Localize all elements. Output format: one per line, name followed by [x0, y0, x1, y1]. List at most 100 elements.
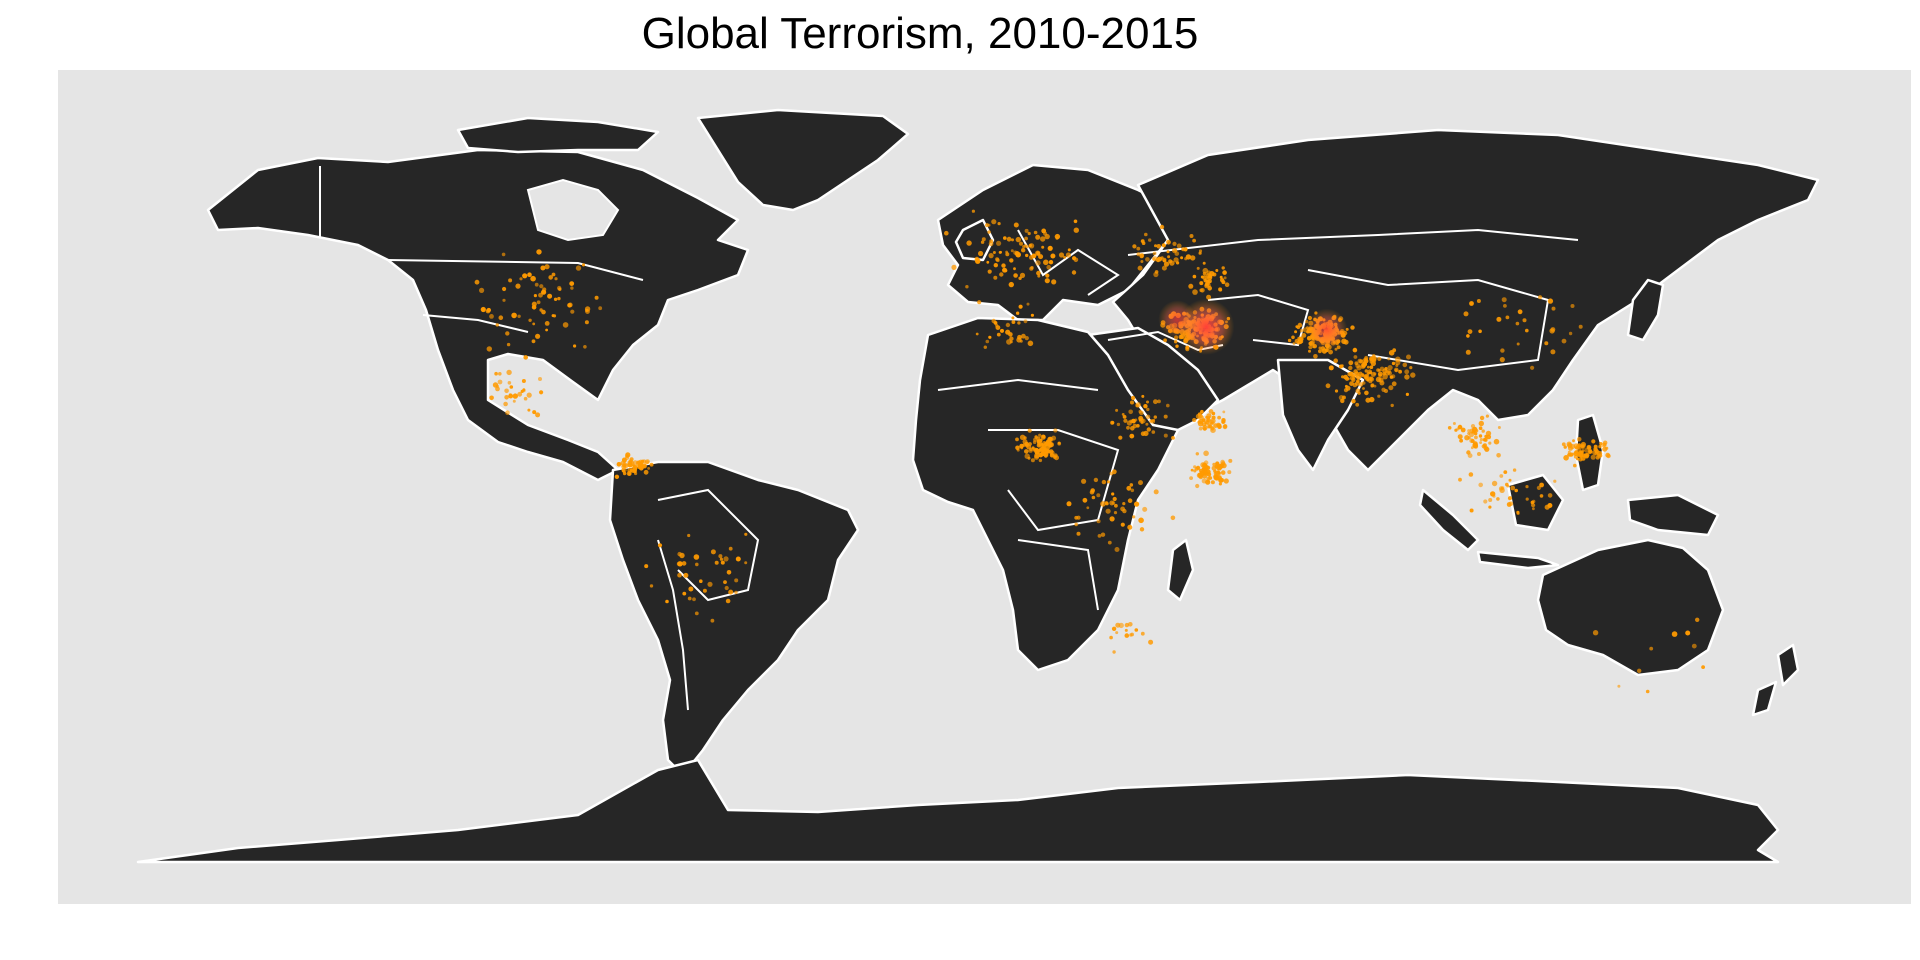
event-point	[1019, 272, 1026, 278]
border-europe	[1017, 229, 1120, 296]
event-point	[1044, 278, 1050, 284]
event-point	[665, 599, 669, 604]
event-point	[585, 308, 589, 312]
chart-title: Global Terrorism, 2010-2015	[641, 9, 1199, 58]
event-point	[1228, 458, 1233, 463]
event-point	[1030, 458, 1035, 463]
event-point	[567, 303, 572, 308]
event-point	[505, 331, 510, 336]
event-point	[501, 252, 506, 257]
event-point	[1176, 243, 1182, 249]
event-point	[1381, 387, 1386, 392]
event-point	[1115, 408, 1119, 412]
event-point	[506, 342, 511, 347]
event-point	[553, 297, 558, 301]
event-point	[1153, 399, 1158, 405]
event-point	[492, 382, 499, 388]
event-point	[532, 322, 536, 326]
event-point	[694, 611, 699, 616]
event-point	[1132, 244, 1137, 249]
event-point	[1410, 372, 1416, 378]
event-point	[1153, 489, 1159, 495]
event-point	[966, 240, 972, 246]
event-point	[1189, 476, 1193, 480]
event-point	[536, 300, 541, 305]
event-point	[1161, 265, 1167, 271]
event-point	[1572, 439, 1575, 443]
event-point	[971, 209, 976, 213]
event-point	[1127, 524, 1133, 530]
event-point	[533, 294, 537, 298]
event-point	[1468, 472, 1474, 477]
event-point	[1569, 452, 1574, 457]
event-point	[1207, 479, 1210, 483]
event-point	[1292, 342, 1296, 345]
event-point	[1387, 357, 1391, 361]
event-point	[1202, 261, 1206, 265]
event-point	[570, 286, 574, 290]
event-point	[512, 399, 516, 403]
event-point	[1496, 316, 1502, 322]
event-point	[1156, 244, 1161, 249]
event-point	[1034, 453, 1040, 459]
event-point	[1041, 443, 1046, 449]
event-point	[1011, 238, 1014, 242]
event-point	[1139, 527, 1145, 532]
event-point	[1192, 274, 1197, 279]
event-point	[1213, 472, 1217, 475]
event-point	[1111, 626, 1117, 631]
event-point	[1141, 394, 1145, 398]
event-point	[988, 241, 994, 247]
event-point	[1041, 452, 1045, 457]
event-point	[1048, 260, 1054, 265]
event-point	[495, 386, 500, 392]
event-point	[993, 263, 998, 268]
event-point	[1477, 452, 1481, 456]
event-point	[1175, 344, 1179, 348]
event-point	[1196, 266, 1200, 270]
event-point	[1592, 450, 1598, 456]
event-point	[1467, 329, 1473, 334]
event-point	[1190, 468, 1194, 472]
event-point	[583, 345, 587, 349]
event-point	[584, 320, 589, 325]
event-point	[1222, 410, 1226, 414]
event-point	[1577, 447, 1582, 452]
event-point	[1369, 365, 1374, 370]
event-point	[598, 306, 603, 311]
event-point	[1605, 446, 1609, 450]
event-point	[1146, 407, 1150, 412]
event-point	[494, 371, 498, 376]
event-point	[1051, 279, 1057, 285]
event-point	[677, 551, 682, 557]
event-point	[1038, 442, 1043, 446]
event-point	[512, 393, 518, 399]
land-north-america	[206, 148, 750, 482]
event-point	[1058, 252, 1065, 258]
event-point	[523, 396, 528, 401]
event-point	[1532, 499, 1536, 504]
event-point	[1005, 322, 1011, 328]
event-point	[520, 389, 524, 393]
event-point	[1172, 241, 1177, 246]
event-point	[1340, 398, 1345, 404]
event-point	[1159, 224, 1165, 230]
border-central-asia	[1207, 293, 1310, 347]
event-point	[1115, 631, 1119, 635]
event-point	[1308, 345, 1313, 350]
event-point	[1550, 327, 1556, 332]
event-point	[1038, 458, 1043, 463]
event-point	[1129, 433, 1135, 439]
event-point	[1637, 668, 1642, 673]
event-point	[517, 314, 521, 318]
event-point	[1195, 452, 1200, 456]
event-point	[682, 591, 687, 596]
event-point	[1360, 363, 1366, 369]
event-point	[1645, 689, 1650, 694]
event-point	[1041, 228, 1047, 234]
event-point	[985, 339, 990, 344]
event-point	[1547, 493, 1553, 498]
event-point	[1366, 365, 1370, 369]
event-point	[504, 395, 509, 400]
event-point	[687, 596, 692, 601]
